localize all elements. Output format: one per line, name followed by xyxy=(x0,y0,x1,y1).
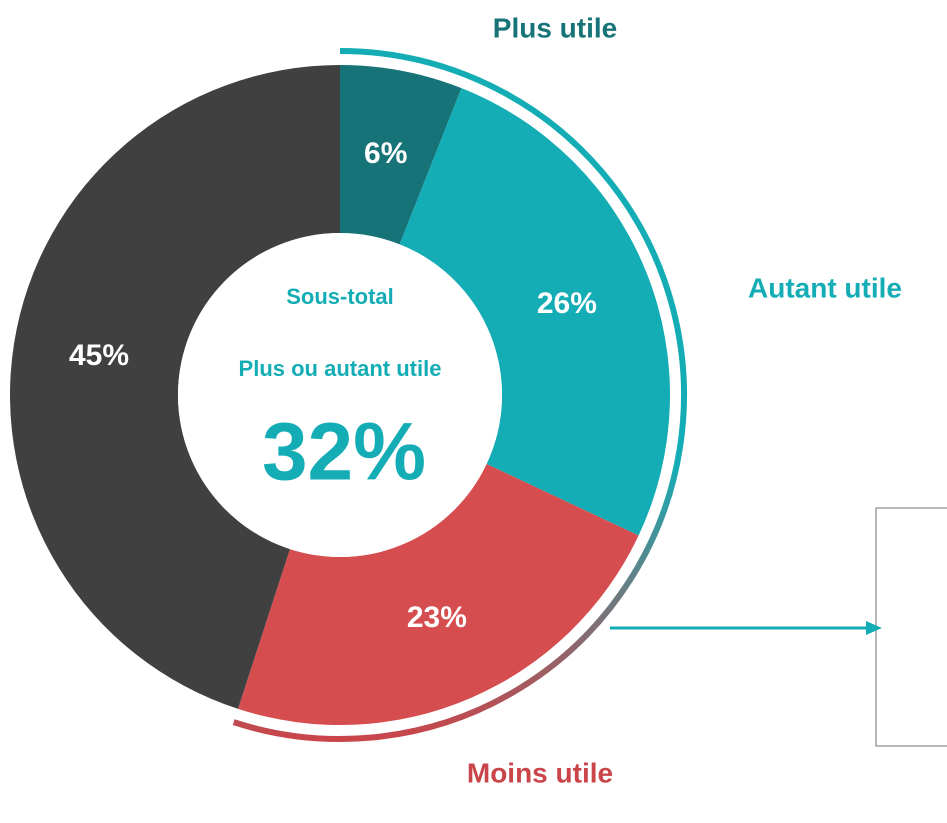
value-label: 45% xyxy=(69,339,129,372)
center-value: 32% xyxy=(262,407,426,498)
category-label: Plus utile xyxy=(493,12,617,43)
center-subtitle: Plus ou autant utile xyxy=(239,356,442,381)
side-box xyxy=(875,507,947,747)
donut-segment xyxy=(10,65,341,709)
donut-segment xyxy=(238,463,639,725)
category-label: Autant utile xyxy=(748,272,902,303)
donut-segment xyxy=(399,88,670,536)
donut-segment xyxy=(340,65,462,245)
category-label: Moins utile xyxy=(467,757,613,788)
value-label: 6% xyxy=(364,137,407,170)
value-label: 26% xyxy=(537,287,597,320)
center-title: Sous-total xyxy=(286,284,394,309)
value-label: 23% xyxy=(407,601,467,634)
bracket-arc xyxy=(232,48,688,742)
arrow-head xyxy=(866,621,882,635)
donut-hole xyxy=(178,233,502,557)
